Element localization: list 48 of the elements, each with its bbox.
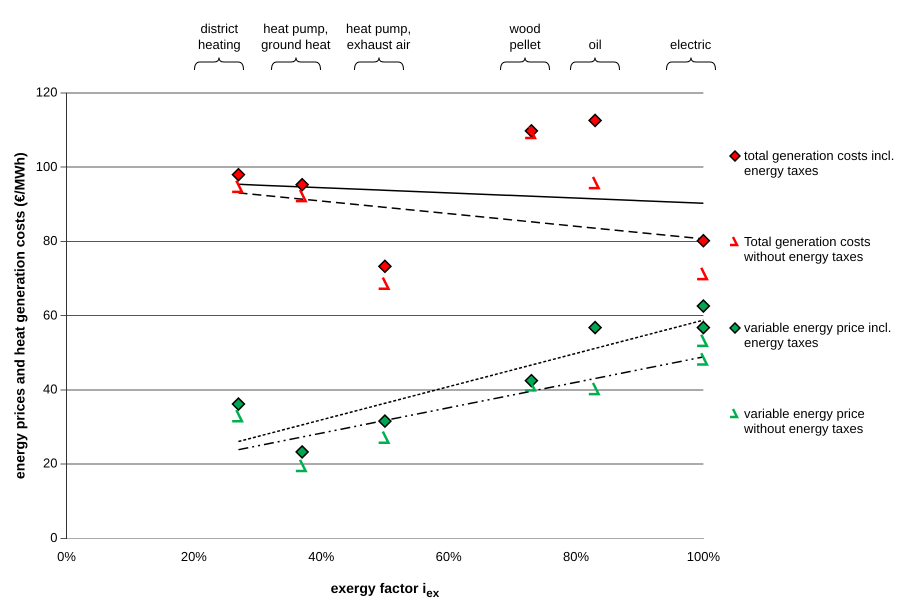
text: heat pump, ground heat [261,21,331,52]
text: electric [670,37,712,52]
point [588,382,600,396]
point [377,430,390,444]
point [378,414,392,428]
point [696,333,708,348]
point [696,352,708,366]
text: district heating [198,21,241,52]
point [696,266,708,280]
text: heat pump, exhaust air [346,21,412,52]
x-axis-title: exergy factor i$_{ex}$ [330,580,440,600]
y-tick-label: 20 [43,456,58,471]
y-tick-label: 120 [36,84,58,100]
legend-label: variable energy price without energy taxes [744,406,866,436]
point [696,234,710,248]
legend-label: variable energy price incl. energy taxes [744,320,892,350]
y-tick-label: 100 [36,158,58,174]
x-tick-label: 100% [686,548,720,564]
point [232,168,246,182]
y-axis-title: energy prices and heat generation costs (€/MWh) [11,152,28,480]
x-tick-label: 80% [562,548,590,564]
point [230,408,244,422]
x-tick-label: 60% [436,548,462,564]
point [696,320,710,334]
text: oil [588,37,602,52]
point [294,458,307,472]
y-tick-label: 80 [43,233,58,248]
point [377,276,390,290]
point [232,397,246,411]
point [696,299,710,313]
legend-label: Total generation costs without energy taxes [744,234,872,264]
point [294,188,307,202]
point [524,378,536,392]
y-tick-label: 0 [50,530,58,545]
x-tick-label: 40% [308,548,335,564]
point [588,176,600,190]
y-tick-label: 60 [43,307,58,322]
text: wood pellet [508,21,541,52]
x-tick-label: 0% [57,548,76,564]
point [295,178,309,192]
point [295,445,309,459]
point [378,260,392,274]
x-tick-label: 20% [180,548,208,564]
y-tick-label: 40 [43,382,58,397]
legend-label: total generation costs incl. energy taxes [744,148,896,178]
point [588,320,602,334]
point [230,179,244,194]
point [588,114,602,128]
